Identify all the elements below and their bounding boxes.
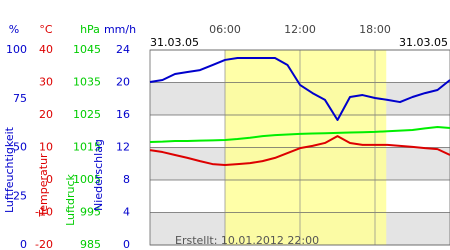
axis-title: Niederschlag bbox=[92, 139, 105, 211]
y-tick-label: 40 bbox=[39, 43, 53, 56]
footer: Erstellt: 10.01.2012 22:00 bbox=[175, 234, 319, 247]
y-tick-label: 100 bbox=[6, 43, 27, 56]
y-tick-label: 1015 bbox=[73, 141, 101, 154]
axis-title: Luftfeuchtigkeit bbox=[3, 126, 16, 213]
series-line bbox=[149, 126, 450, 143]
series-line bbox=[149, 135, 450, 167]
axis-unit: hPa bbox=[80, 23, 100, 36]
date-left: 31.03.05 bbox=[150, 36, 199, 49]
y-tick-label: 8 bbox=[123, 173, 130, 186]
y-tick-label: 0 bbox=[123, 238, 130, 250]
y-tick-label: 1025 bbox=[73, 108, 101, 121]
axis-unit: mm/h bbox=[104, 23, 136, 36]
axis-unit: °C bbox=[39, 23, 53, 36]
plot-frame bbox=[149, 49, 450, 246]
y-tick-label: 20 bbox=[39, 108, 53, 121]
y-tick-label: 30 bbox=[39, 76, 53, 89]
x-tick-label: 06:00 bbox=[209, 23, 241, 36]
series-line bbox=[149, 56, 450, 122]
y-tick-label: 12 bbox=[116, 141, 130, 154]
date-right: 31.03.05 bbox=[399, 36, 448, 49]
y-tick-label: 1005 bbox=[73, 173, 101, 186]
y-tick-label: 75 bbox=[13, 92, 27, 105]
y-tick-label: 985 bbox=[80, 238, 101, 250]
y-tick-label: 20 bbox=[116, 76, 130, 89]
y-tick-label: 0 bbox=[46, 173, 53, 186]
y-tick-label: 25 bbox=[13, 189, 27, 202]
x-tick-label: 12:00 bbox=[284, 23, 316, 36]
y-tick-label: 10 bbox=[39, 141, 53, 154]
axis-title: Luftdruck bbox=[64, 173, 77, 225]
y-tick-label: -10 bbox=[35, 206, 53, 219]
axis-title: Temperatur bbox=[37, 153, 50, 218]
axis-unit: % bbox=[9, 23, 19, 36]
y-tick-label: 1045 bbox=[73, 43, 101, 56]
y-tick-label: 16 bbox=[116, 108, 130, 121]
y-tick-label: 24 bbox=[116, 43, 130, 56]
y-tick-label: -20 bbox=[35, 238, 53, 250]
y-tick-label: 50 bbox=[13, 141, 27, 154]
y-tick-label: 4 bbox=[123, 206, 130, 219]
y-tick-label: 0 bbox=[20, 238, 27, 250]
y-tick-label: 995 bbox=[80, 206, 101, 219]
y-tick-label: 1035 bbox=[73, 76, 101, 89]
x-tick-label: 18:00 bbox=[359, 23, 391, 36]
